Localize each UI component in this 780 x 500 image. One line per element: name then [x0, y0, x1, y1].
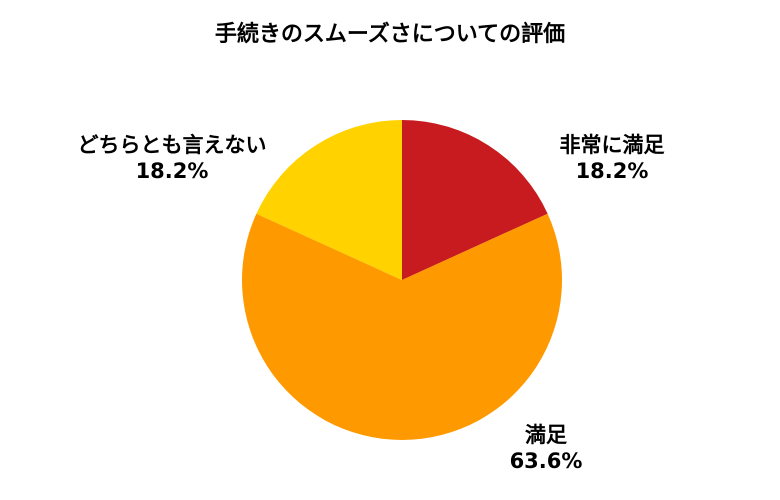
slice-label-very-satisfied: 非常に満足 [560, 133, 665, 157]
pie-slice-neutral [256, 120, 402, 280]
pie-slice-satisfied [242, 213, 563, 440]
slice-label-neutral: どちらとも言えない [78, 133, 267, 157]
slice-value-satisfied: 63.6% [510, 449, 583, 473]
pie-slice-very-satisfied [402, 120, 548, 280]
slice-label-satisfied: 満足 [525, 423, 567, 447]
slice-value-neutral: 18.2% [136, 159, 209, 183]
chart-title: 手続きのスムーズさについての評価 [214, 22, 566, 47]
slice-value-very-satisfied: 18.2% [576, 159, 649, 183]
